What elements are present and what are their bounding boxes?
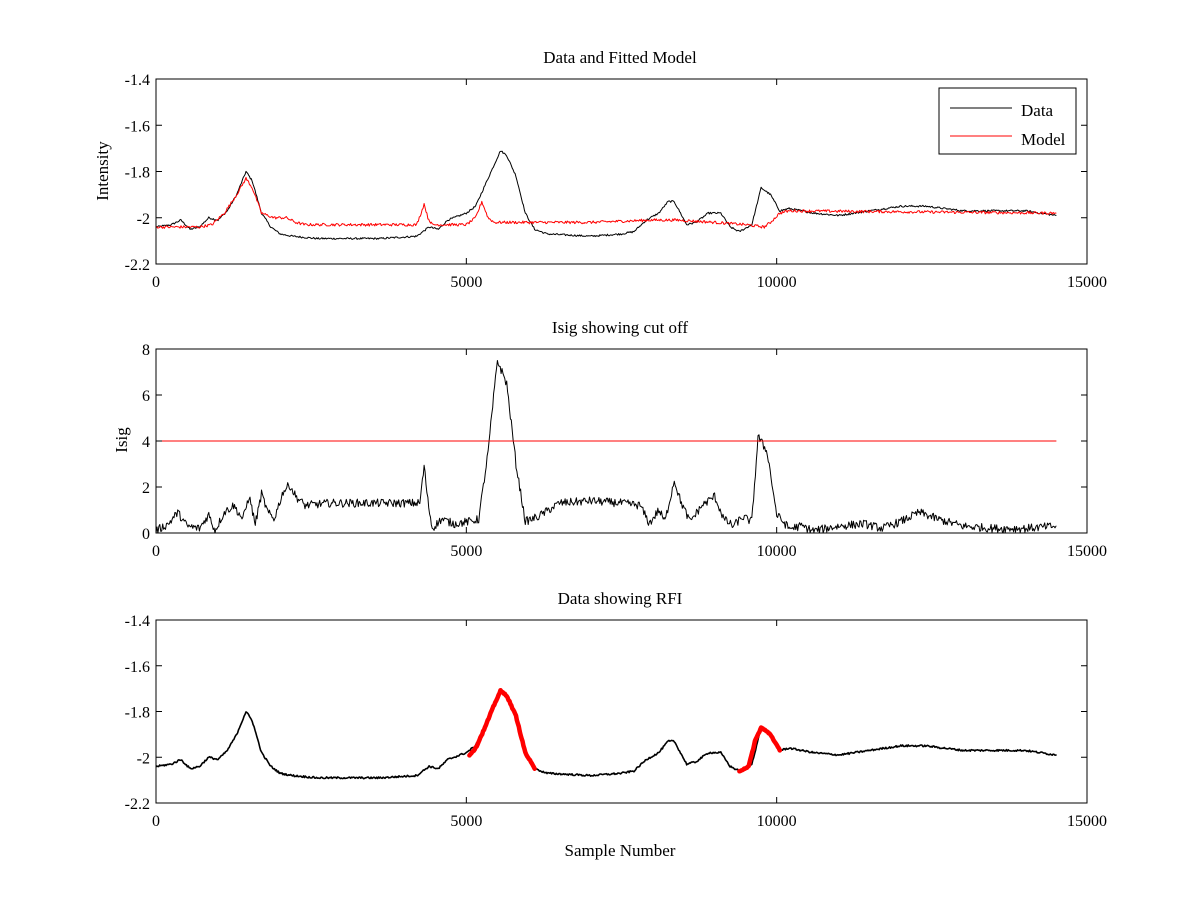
y-tick-label: -2.2 (125, 796, 150, 813)
panel-title: Data showing RFI (558, 589, 683, 608)
y-tick-label: -1.6 (125, 659, 150, 676)
panel-data-rfi: Data showing RFI Sample Number 0 5000 1000… (125, 589, 1107, 860)
y-tick-label: -1.8 (125, 165, 150, 182)
panel-isig-cutoff: Isig showing cut off Isig 0 5000 10000 1500… (112, 318, 1107, 560)
legend-label-model: Model (1021, 130, 1066, 149)
series-line-rfi-2 (737, 725, 783, 774)
x-tick-label: 0 (152, 543, 160, 560)
series-line-isig (156, 360, 1057, 533)
x-tick-label: 10000 (757, 274, 797, 291)
y-tick-label: 0 (142, 526, 150, 543)
y-tick-label: 4 (142, 434, 150, 451)
x-tick-label: 5000 (450, 813, 482, 830)
series-line-data (156, 690, 1057, 780)
y-tick-label: -1.6 (125, 118, 150, 135)
series-line-data (156, 150, 1057, 240)
series-group (156, 150, 1057, 240)
y-tick-label: 6 (142, 388, 150, 405)
y-tick-label: -2 (137, 750, 150, 767)
series-line-rfi-1 (467, 687, 537, 771)
x-tick-label: 15000 (1067, 274, 1107, 291)
series-group (156, 687, 1057, 780)
series-group (156, 360, 1057, 533)
x-tick-label: 5000 (450, 543, 482, 560)
series-line-model (156, 176, 1057, 229)
y-tick-label: 8 (142, 342, 150, 359)
y-tick-label: -1.8 (125, 705, 150, 722)
x-axis-label: Sample Number (565, 841, 676, 860)
x-tick-label: 10000 (757, 813, 797, 830)
plot-area: 0 5000 10000 15000 0 2 4 6 8 (142, 342, 1107, 560)
x-tick-label: 5000 (450, 274, 482, 291)
y-tick-label: -1.4 (125, 613, 150, 630)
y-tick-label: -1.4 (125, 72, 150, 89)
legend-box (938, 87, 1077, 155)
y-axis-label: Isig (112, 427, 131, 453)
x-tick-label: 0 (152, 813, 160, 830)
y-tick-label: -2.2 (125, 257, 150, 274)
panel-title: Data and Fitted Model (543, 48, 697, 67)
x-tick-label: 15000 (1067, 813, 1107, 830)
x-tick-label: 10000 (757, 543, 797, 560)
plot-area: 0 5000 10000 15000 -2.2 -2 -1.8 -1.6 -1.4 (125, 72, 1107, 291)
x-tick-label: 0 (152, 274, 160, 291)
y-tick-label: 2 (142, 480, 150, 497)
panel-title: Isig showing cut off (552, 318, 688, 337)
plot-area: 0 5000 10000 15000 -2.2 -2 -1.8 -1.6 -1.4 (125, 613, 1107, 830)
y-tick-label: -2 (137, 211, 150, 228)
x-tick-label: 15000 (1067, 543, 1107, 560)
panel-data-and-model: Data and Fitted Model Intensity 0 5000 100… (93, 48, 1107, 291)
y-axis-label: Intensity (93, 141, 112, 201)
legend-label-data: Data (1021, 101, 1054, 120)
legend: Data Model (938, 87, 1077, 155)
